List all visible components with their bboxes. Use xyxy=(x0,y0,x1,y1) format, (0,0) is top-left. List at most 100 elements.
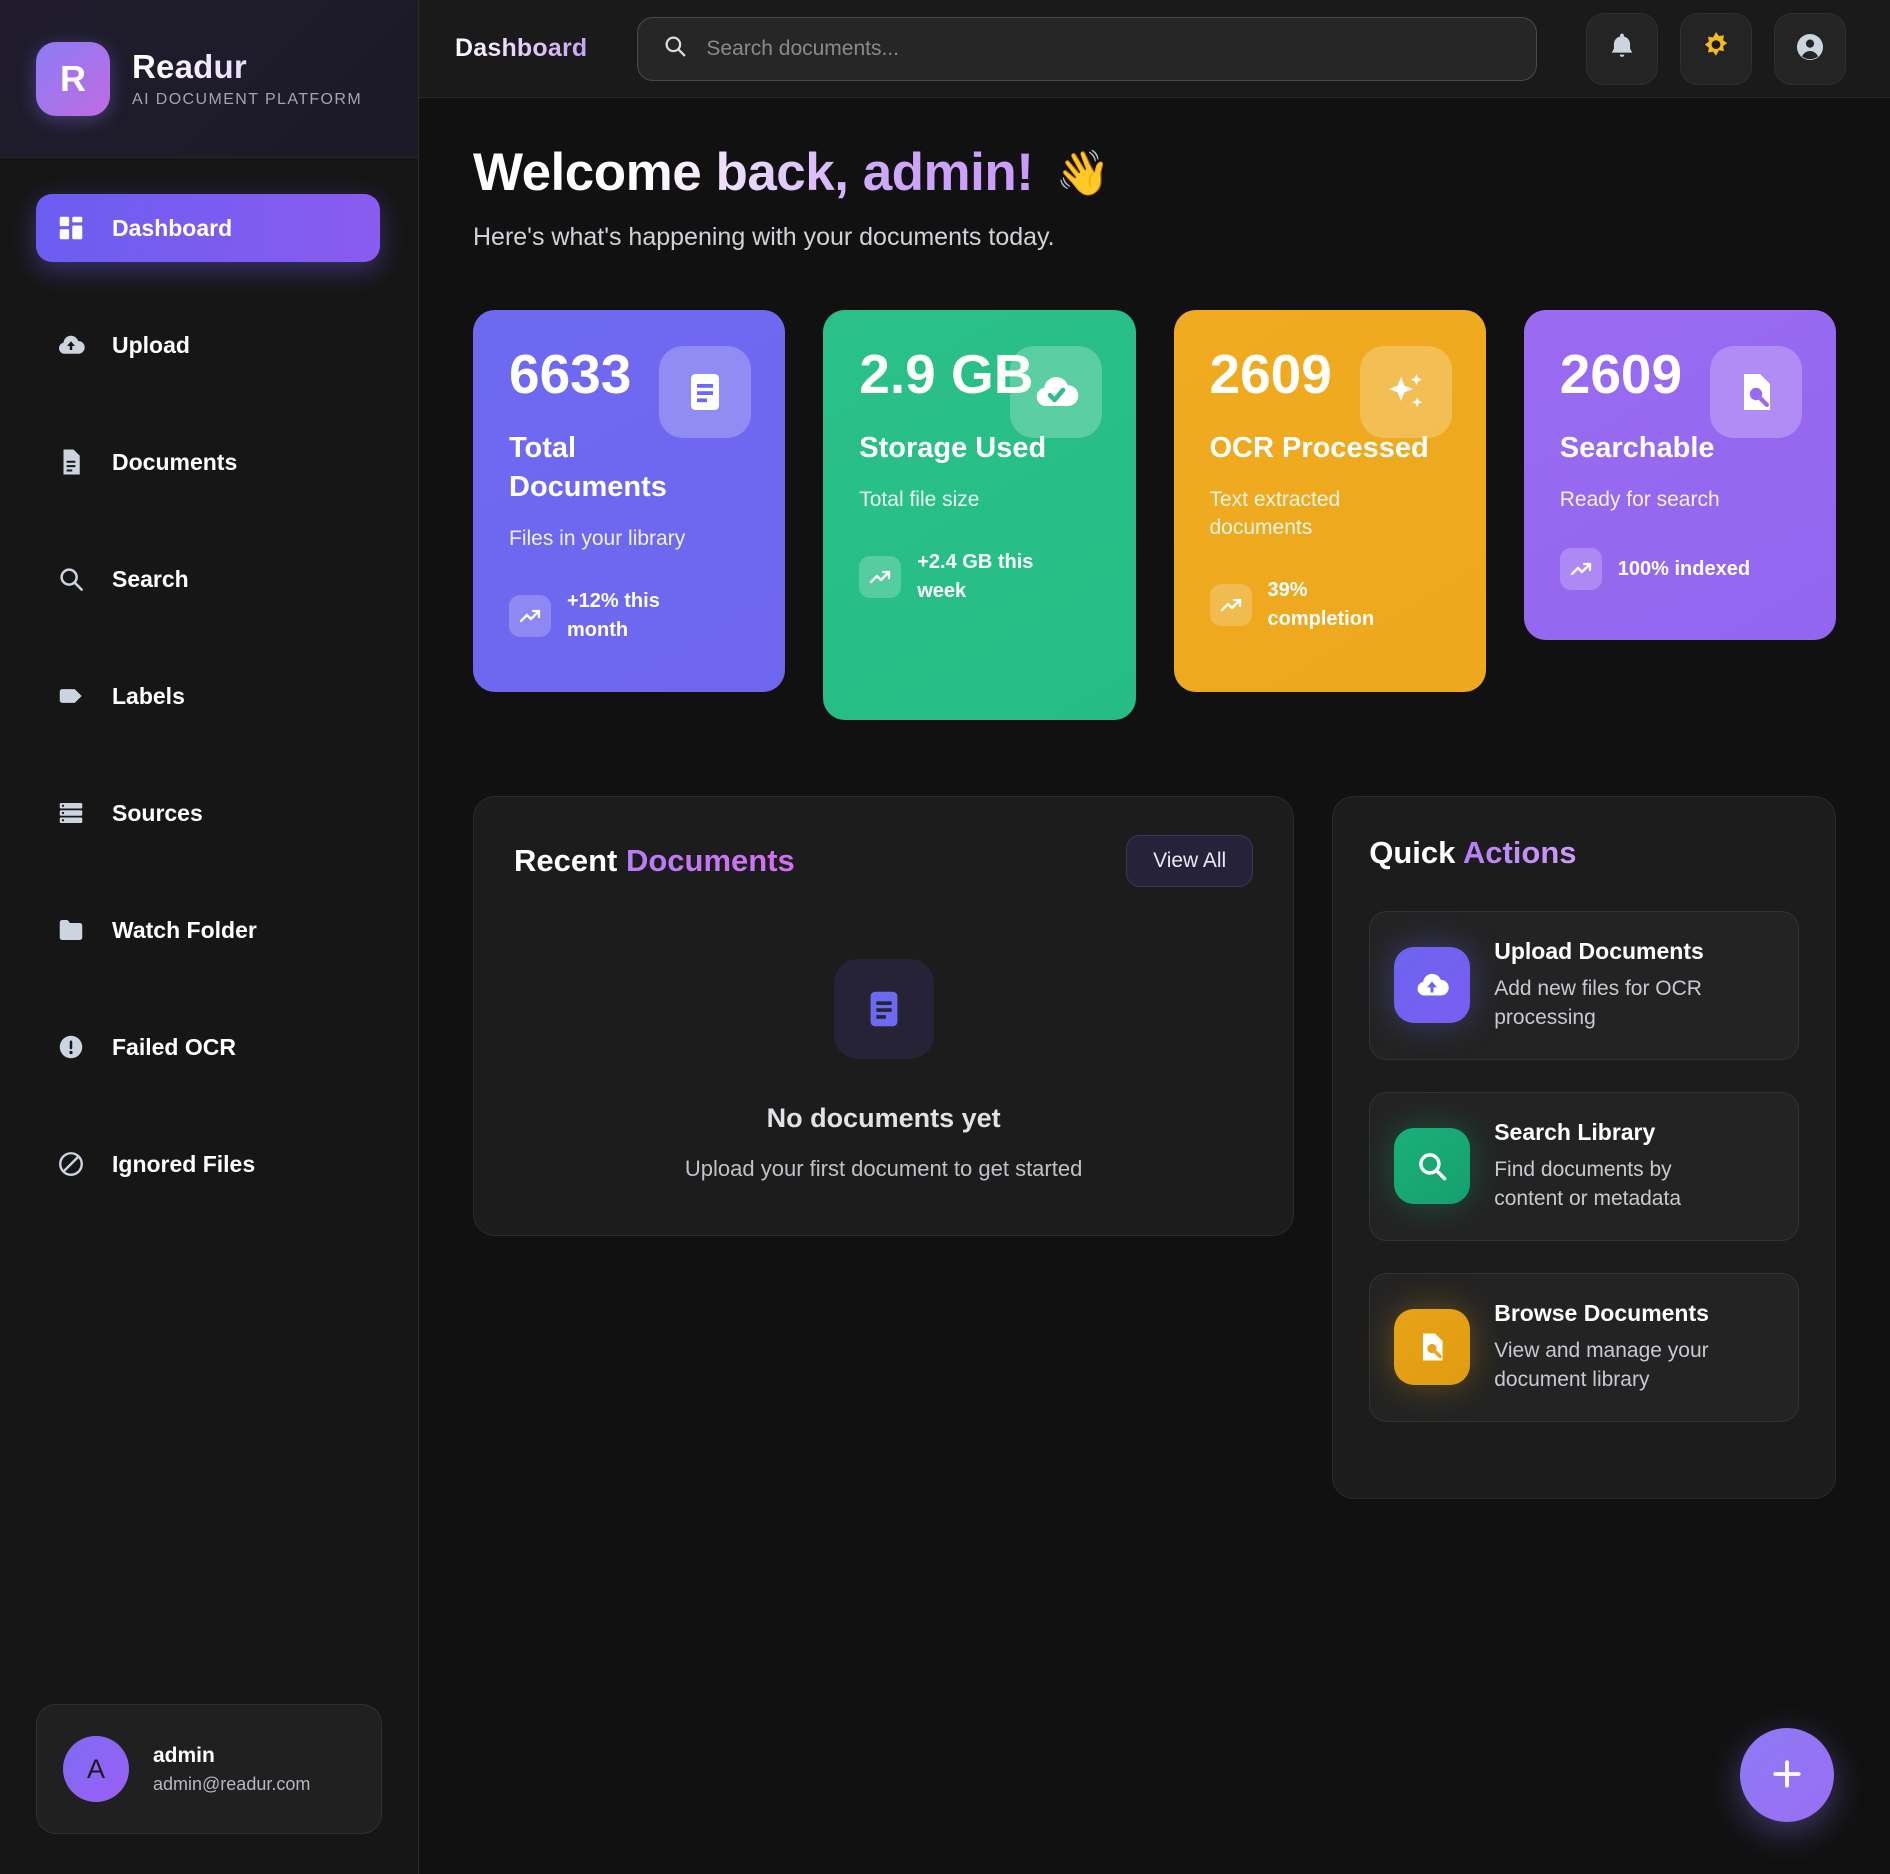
stat-description: Total file size xyxy=(859,488,980,512)
trending-up-icon xyxy=(1559,548,1602,591)
user-circle-icon xyxy=(1793,30,1827,67)
sidebar-item-label: Sources xyxy=(112,799,203,826)
quick-action-browse-documents[interactable]: Browse Documents View and manage your do… xyxy=(1369,1272,1799,1422)
search-icon xyxy=(1394,1128,1471,1205)
sidebar-item-upload[interactable]: Upload xyxy=(36,311,380,379)
quick-action-title: Search Library xyxy=(1494,1118,1656,1145)
sparkles-icon xyxy=(1359,346,1452,438)
server-icon xyxy=(56,798,86,828)
sidebar-item-label: Labels xyxy=(112,682,185,709)
stat-description: Ready for search xyxy=(1559,488,1720,512)
theme-toggle-button[interactable] xyxy=(1680,12,1752,85)
stat-value: 6633 xyxy=(509,343,632,405)
alert-icon xyxy=(56,1032,86,1062)
trending-up-icon xyxy=(1209,584,1252,627)
quick-action-desc: Add new files for OCR processing xyxy=(1494,977,1702,1029)
cloud-upload-icon xyxy=(56,330,86,360)
sidebar-item-label: Upload xyxy=(112,331,190,358)
page-title: Welcome back, admin! 👋 xyxy=(473,142,1836,203)
plus-icon xyxy=(1767,1754,1807,1797)
dashboard-content: Welcome back, admin! 👋 Here's what's hap… xyxy=(419,98,1890,1499)
app-name: Readur xyxy=(132,48,362,86)
stat-value: 2609 xyxy=(1559,343,1683,405)
brand-header: R Readur AI DOCUMENT PLATFORM xyxy=(0,0,418,158)
grid-icon xyxy=(56,213,86,243)
stat-cards: 6633 Total Documents Files in your libra… xyxy=(473,310,1836,720)
quick-title-accent: Actions xyxy=(1462,835,1577,870)
stat-card-storage-used[interactable]: 2.9 GB Storage Used Total file size +2.4… xyxy=(823,310,1136,720)
document-icon xyxy=(56,447,86,477)
stat-title: OCR Processed xyxy=(1209,432,1429,465)
doc-search-icon xyxy=(1394,1309,1471,1386)
sidebar-item-label: Search xyxy=(112,565,189,592)
recent-title-primary: Recent xyxy=(514,843,626,878)
sidebar-item-label: Watch Folder xyxy=(112,916,257,943)
logo-letter: R xyxy=(60,57,86,99)
welcome-text: Welcome back, admin! xyxy=(473,143,1034,202)
add-button[interactable] xyxy=(1740,1728,1834,1822)
sidebar-item-label: Failed OCR xyxy=(112,1033,236,1060)
recent-documents-panel: Recent Documents View All No documents y… xyxy=(473,796,1295,1236)
stat-title: Searchable xyxy=(1559,432,1715,465)
app-tagline: AI DOCUMENT PLATFORM xyxy=(132,91,363,108)
sidebar-nav: Dashboard Upload Documents Search Labels… xyxy=(0,158,418,1704)
sidebar-item-label: Dashboard xyxy=(112,214,233,241)
stat-description: Files in your library xyxy=(509,527,686,551)
user-name: admin xyxy=(153,1743,215,1767)
quick-action-upload-documents[interactable]: Upload Documents Add new files for OCR p… xyxy=(1369,911,1799,1060)
page-subtitle: Here's what's happening with your docume… xyxy=(473,223,1055,251)
sidebar-item-search[interactable]: Search xyxy=(36,545,380,613)
avatar-initial: A xyxy=(86,1753,105,1784)
stat-trend: +12% this month xyxy=(567,590,660,642)
search-icon xyxy=(56,564,86,594)
main-area: Dashboard Welcome back, admin! � xyxy=(419,0,1890,1874)
quick-action-search-library[interactable]: Search Library Find documents by content… xyxy=(1369,1091,1799,1241)
quick-action-desc: Find documents by content or metadata xyxy=(1494,1157,1682,1210)
tag-icon xyxy=(56,681,86,711)
stat-description: Text extracted documents xyxy=(1209,488,1341,540)
stat-title: Storage Used xyxy=(859,432,1047,465)
trending-up-icon xyxy=(859,556,902,599)
sidebar-item-documents[interactable]: Documents xyxy=(36,428,380,496)
document-lines-icon xyxy=(659,346,752,438)
quick-actions-panel: Quick Actions Upload Documents Add new f… xyxy=(1332,796,1836,1499)
app-logo: R xyxy=(36,41,110,116)
sidebar-item-dashboard[interactable]: Dashboard xyxy=(36,194,380,262)
empty-state-title: No documents yet xyxy=(766,1103,1001,1133)
cloud-upload-icon xyxy=(1394,947,1471,1024)
trending-up-icon xyxy=(509,595,551,638)
stat-title: Total Documents xyxy=(509,432,667,504)
stat-trend: +2.4 GB this week xyxy=(917,551,1034,603)
stat-value: 2609 xyxy=(1209,343,1332,405)
search-bar[interactable] xyxy=(637,16,1538,81)
empty-state-subtitle: Upload your first document to get starte… xyxy=(684,1156,1083,1181)
sidebar-item-labels[interactable]: Labels xyxy=(36,662,380,730)
quick-action-title: Browse Documents xyxy=(1494,1299,1709,1326)
avatar: A xyxy=(63,1736,129,1802)
sun-icon xyxy=(1699,30,1733,67)
stat-card-ocr-processed[interactable]: 2609 OCR Processed Text extracted docume… xyxy=(1173,310,1486,692)
sidebar-item-ignored-files[interactable]: Ignored Files xyxy=(36,1130,380,1198)
wave-emoji: 👋 xyxy=(1055,148,1110,198)
profile-button[interactable] xyxy=(1774,12,1846,85)
search-input[interactable] xyxy=(706,36,1513,61)
view-all-button[interactable]: View All xyxy=(1126,835,1254,887)
sidebar-item-watch-folder[interactable]: Watch Folder xyxy=(36,896,380,964)
stat-trend: 39% completion xyxy=(1267,579,1375,631)
sidebar-item-failed-ocr[interactable]: Failed OCR xyxy=(36,1013,380,1081)
ban-icon xyxy=(56,1149,86,1179)
stat-trend: 100% indexed xyxy=(1617,557,1751,580)
doc-search-icon xyxy=(1710,346,1802,438)
dashboard-panels: Recent Documents View All No documents y… xyxy=(473,796,1836,1499)
search-icon xyxy=(662,33,688,64)
stat-card-total-documents[interactable]: 6633 Total Documents Files in your libra… xyxy=(473,310,786,692)
notifications-button[interactable] xyxy=(1586,12,1658,85)
top-bar: Dashboard xyxy=(419,0,1890,98)
stat-card-searchable[interactable]: 2609 Searchable Ready for search 100% in… xyxy=(1523,310,1836,640)
empty-state: No documents yet Upload your first docum… xyxy=(514,887,1253,1182)
sidebar-item-sources[interactable]: Sources xyxy=(36,779,380,847)
quick-action-title: Upload Documents xyxy=(1494,938,1704,964)
cloud-check-icon xyxy=(1009,346,1102,438)
sidebar-user-card[interactable]: A admin admin@readur.com xyxy=(36,1704,382,1834)
